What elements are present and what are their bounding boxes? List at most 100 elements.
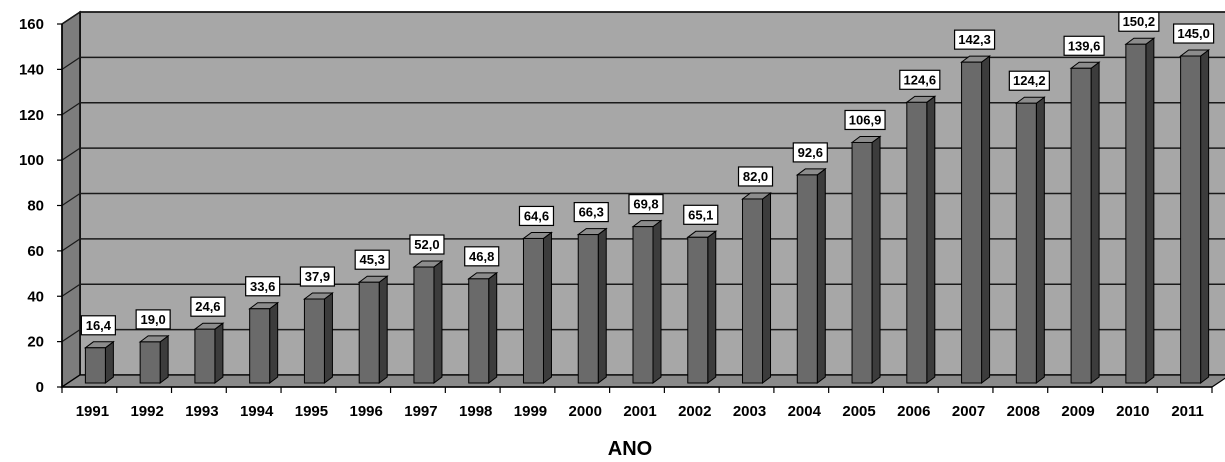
data-labels: 16,4 19,0 24,6 33,6 37,9 45,3 52,0 46,8 64,6 66,3… (80, 11, 1215, 336)
x-axis-title: ANO (608, 438, 652, 460)
data-label-text: 52,0 (414, 237, 439, 252)
bar-side (104, 340, 114, 384)
bar-side (488, 271, 498, 384)
bar-front (1125, 43, 1147, 384)
bar (741, 191, 773, 384)
x-tick-label: 1994 (240, 403, 274, 420)
bar (1124, 37, 1156, 384)
x-tick-label: 2000 (569, 403, 602, 420)
data-label-text: 150,2 (1123, 14, 1156, 29)
gridline-side (61, 238, 81, 252)
data-label-text: 92,6 (798, 145, 823, 160)
data-label: 142,3 (953, 29, 996, 50)
data-label: 19,0 (135, 309, 171, 330)
x-tick-label: 1997 (404, 403, 437, 420)
x-tick-label: 2011 (1171, 403, 1204, 420)
data-label-box (135, 309, 171, 330)
bar-front (468, 278, 490, 384)
y-tick-label: 100 (19, 152, 44, 169)
bar-front (687, 236, 709, 384)
data-label: 69,8 (628, 194, 664, 215)
data-label-box (953, 29, 996, 50)
bar-side (707, 230, 717, 384)
bar-front (742, 198, 764, 384)
x-tick-label: 2007 (952, 403, 985, 420)
bar-side (1200, 49, 1210, 384)
bar-side (816, 167, 826, 384)
x-tick-label: 2010 (1116, 403, 1149, 420)
bar-front (1180, 55, 1202, 384)
data-label-box (899, 69, 941, 90)
data-label-box (1118, 11, 1160, 32)
x-tick-label: 2001 (623, 403, 656, 420)
y-tick-label: 40 (27, 288, 44, 305)
data-label: 139,6 (1063, 35, 1105, 56)
data-label: 65,1 (683, 204, 719, 225)
bar (631, 219, 663, 384)
bar (521, 231, 553, 384)
y-axis: 0 20 40 60 80 100 120 140 160 (19, 16, 63, 396)
data-label-text: 124,2 (1013, 73, 1046, 88)
x-tick-label: 2005 (842, 403, 875, 420)
bar-front (632, 226, 654, 384)
data-label-box (409, 234, 445, 255)
data-label-text: 69,8 (633, 197, 658, 212)
data-label: 150,2 (1118, 11, 1160, 32)
bar-side (269, 301, 279, 384)
data-label: 66,3 (573, 201, 609, 223)
x-tick-label: 2002 (678, 403, 711, 420)
bar-side (652, 219, 662, 384)
data-label-box (844, 109, 886, 131)
data-label-box (737, 166, 774, 187)
x-tick-label: 1992 (130, 403, 163, 420)
x-tick-label: 2009 (1061, 403, 1094, 420)
data-label-box (683, 204, 719, 225)
data-label-text: 82,0 (743, 169, 768, 184)
bar (357, 275, 389, 384)
bar-front (413, 266, 435, 384)
bar (1014, 96, 1046, 384)
x-axis: 1991 1992 1993 1994 1995 1996 1997 1998 1999 2000… (61, 386, 1213, 420)
bar (795, 167, 827, 384)
data-label-box (1063, 35, 1105, 56)
bar-front (84, 347, 106, 384)
data-label-text: 46,8 (469, 249, 494, 264)
data-label-box (464, 246, 500, 267)
gridline-side (61, 56, 81, 70)
x-tick-label: 1996 (350, 403, 383, 420)
data-label: 124,6 (899, 69, 941, 90)
data-label-text: 37,9 (305, 269, 330, 284)
bar-front (303, 298, 325, 384)
data-label-box (354, 249, 390, 270)
data-label: 52,0 (409, 234, 445, 255)
bar-side (926, 95, 936, 384)
data-label: 92,6 (792, 142, 828, 163)
data-label: 145,0 (1173, 23, 1215, 44)
bar (576, 227, 608, 384)
data-label-box (792, 142, 828, 163)
bar-side (323, 292, 333, 384)
data-label: 124,2 (1008, 70, 1050, 91)
data-label-text: 33,6 (250, 279, 275, 294)
data-label: 16,4 (80, 315, 116, 336)
data-label-text: 65,1 (688, 207, 713, 222)
bar (248, 301, 280, 384)
data-label-text: 64,6 (524, 208, 549, 223)
gridline-side (61, 283, 81, 297)
data-label: 64,6 (518, 205, 555, 227)
data-label-box (190, 296, 226, 317)
bar-side (981, 55, 991, 384)
gridline-side (61, 102, 81, 116)
bar-front (139, 341, 161, 384)
bar (850, 135, 882, 384)
bar (138, 334, 170, 384)
data-label: 33,6 (245, 276, 281, 297)
bar (302, 292, 334, 384)
bar (686, 230, 718, 384)
bar-front (577, 234, 599, 384)
bar-side (433, 260, 443, 384)
bar (412, 260, 444, 384)
data-label-box (628, 194, 664, 215)
x-tick-label: 2008 (1007, 403, 1040, 420)
bar-front (194, 328, 216, 384)
